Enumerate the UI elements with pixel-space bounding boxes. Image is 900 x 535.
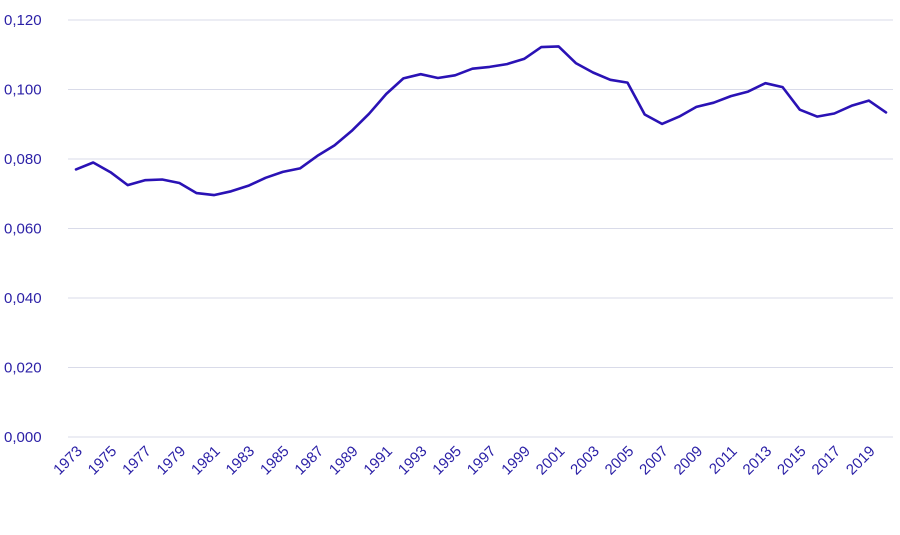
x-tick-label: 1977 [119, 443, 155, 479]
y-tick-label: 0,040 [4, 290, 42, 307]
x-tick-label: 2015 [774, 443, 810, 479]
x-axis-tick-labels: 1973197519771979198119831985198719891991… [50, 443, 878, 479]
y-tick-label: 0,060 [4, 221, 42, 238]
x-tick-label: 2005 [602, 443, 638, 479]
y-tick-label: 0,000 [4, 429, 42, 446]
x-tick-label: 1995 [429, 443, 465, 479]
x-tick-label: 1985 [257, 443, 293, 479]
y-axis-tick-labels: 0,000 0,020 0,040 0,060 0,080 0,100 0,120 [4, 12, 42, 446]
x-tick-label: 2009 [671, 443, 707, 479]
x-tick-label: 2013 [740, 443, 776, 479]
x-tick-label: 1979 [154, 443, 190, 479]
x-tick-label: 1989 [326, 443, 362, 479]
x-tick-label: 1991 [360, 443, 396, 479]
x-tick-label: 2011 [706, 443, 741, 478]
x-tick-label: 2007 [636, 443, 672, 479]
x-tick-label: 1999 [498, 443, 534, 479]
x-tick-label: 1983 [223, 443, 259, 479]
gridlines [68, 19, 893, 438]
x-tick-label: 1997 [464, 443, 500, 479]
x-tick-label: 2019 [843, 443, 879, 479]
x-tick-label: 1987 [291, 443, 327, 479]
x-tick-label: 2001 [533, 443, 569, 479]
y-tick-label: 0,100 [4, 82, 42, 99]
x-tick-label: 1993 [395, 443, 431, 479]
y-tick-label: 0,080 [4, 151, 42, 168]
y-tick-label: 0,020 [4, 360, 42, 377]
x-tick-label: 1975 [85, 443, 121, 479]
x-tick-label: 1973 [50, 443, 86, 479]
y-tick-label: 0,120 [4, 12, 42, 29]
series-line [74, 45, 888, 197]
x-tick-label: 2003 [567, 443, 603, 479]
x-tick-label: 2017 [809, 443, 845, 479]
x-tick-label: 1981 [188, 443, 224, 479]
